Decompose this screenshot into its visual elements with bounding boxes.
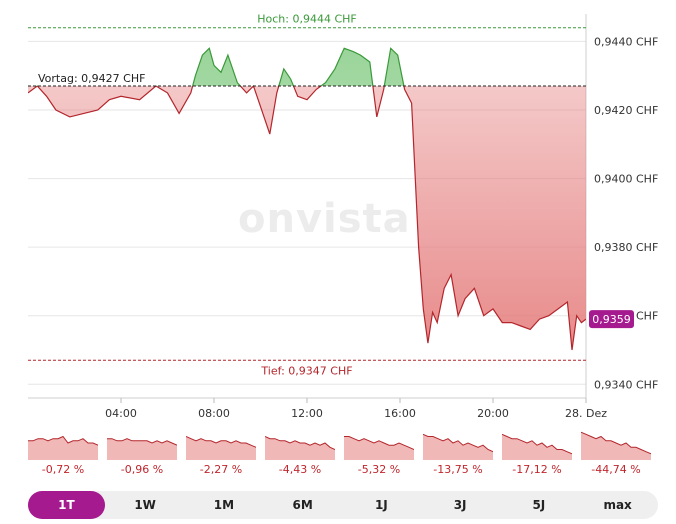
sparkline	[28, 435, 98, 460]
last-price-label: 0,9359	[592, 313, 631, 326]
tab-1j[interactable]: 1J	[374, 498, 388, 512]
sparkline-line	[344, 436, 414, 450]
sparkline-area	[423, 434, 493, 460]
sparkline-area	[344, 436, 414, 460]
sparkline-area	[28, 436, 98, 460]
sparkline-line	[423, 433, 493, 453]
performance-sparkline-5[interactable]: -5,32 %	[344, 428, 414, 480]
sparkline	[344, 436, 414, 460]
performance-label: -0,96 %	[120, 463, 164, 476]
performance-sparkline-3[interactable]: -2,27 %	[186, 428, 256, 480]
sparkline-area	[581, 432, 651, 460]
performance-row: -0,72 % -0,96 % -2,27 % -4,43 % -5,32 % -13,7…	[28, 428, 660, 480]
sparkline-area	[265, 436, 335, 460]
sparkline-line	[581, 431, 651, 455]
sparkline-area	[107, 438, 177, 460]
performance-label: -2,27 %	[199, 463, 243, 476]
y-tick-label: 0,9400 CHF	[594, 173, 658, 186]
price-line-above	[36, 47, 405, 86]
performance-label: -13,75 %	[433, 463, 483, 476]
performance-sparkline-8[interactable]: -44,74 %	[581, 428, 651, 480]
sparkline-area	[186, 436, 256, 460]
x-tick-label: 12:00	[291, 407, 323, 420]
performance-sparkline-2[interactable]: -0,96 %	[107, 428, 177, 480]
performance-sparkline-7[interactable]: -17,12 %	[502, 428, 572, 480]
sparkline-area	[502, 434, 572, 460]
sparkline	[265, 436, 335, 460]
y-tick-label: 0,9420 CHF	[594, 104, 658, 117]
performance-label: -0,72 %	[41, 463, 85, 476]
high-label: Hoch: 0,9444 CHF	[257, 13, 357, 26]
low-label: Tief: 0,9347 CHF	[260, 364, 352, 377]
performance-label: -4,43 %	[278, 463, 322, 476]
x-tick-label: 08:00	[198, 407, 230, 420]
performance-sparkline-1[interactable]: -0,72 %	[28, 428, 98, 480]
performance-label: -44,74 %	[591, 463, 641, 476]
y-tick-label: 0,9380 CHF	[594, 241, 658, 254]
sparkline-line	[265, 436, 335, 450]
y-tick-label: 0,9340 CHF	[594, 378, 658, 391]
x-tick-label: 20:00	[477, 407, 509, 420]
performance-sparkline-6[interactable]: -13,75 %	[423, 428, 493, 480]
performance-label: -17,12 %	[512, 463, 562, 476]
sparkline	[107, 438, 177, 460]
sparkline	[186, 436, 256, 460]
x-tick-label: 16:00	[384, 407, 416, 420]
tab-5j[interactable]: 5J	[532, 498, 546, 512]
performance-sparkline-4[interactable]: -4,43 %	[265, 428, 335, 480]
timeframe-tabs: 1T 1W 1M 6M 1J 3J 5J max	[28, 491, 658, 519]
sparkline	[502, 433, 572, 460]
sparkline-line	[186, 436, 256, 448]
sparkline-line	[502, 433, 572, 455]
performance-label: -5,32 %	[357, 463, 401, 476]
tab-1m[interactable]: 1M	[213, 498, 235, 512]
previous-close-label: Vortag: 0,9427 CHF	[38, 72, 145, 85]
sparkline-line	[28, 435, 98, 446]
intraday-chart: 0,9440 CHF 0,9420 CHF 0,9400 CHF 0,9380 CHF…	[28, 13, 658, 420]
x-tick-label: 28. Dez	[565, 407, 607, 420]
tab-3j[interactable]: 3J	[453, 498, 467, 512]
onvista-watermark: onvista	[238, 196, 411, 242]
tab-1w[interactable]: 1W	[134, 498, 156, 512]
last-price-badge	[589, 310, 634, 329]
sparkline	[581, 431, 651, 460]
tab-max[interactable]: max	[603, 498, 632, 512]
tab-1t[interactable]: 1T	[28, 491, 105, 519]
x-tick-label: 04:00	[105, 407, 137, 420]
area-below-previous-close	[28, 86, 586, 350]
y-tick-label: 0,9440 CHF	[594, 35, 658, 48]
price-line-below	[28, 86, 586, 351]
sparkline-line	[107, 438, 177, 446]
tab-6m[interactable]: 6M	[292, 498, 313, 512]
sparkline	[423, 433, 493, 460]
